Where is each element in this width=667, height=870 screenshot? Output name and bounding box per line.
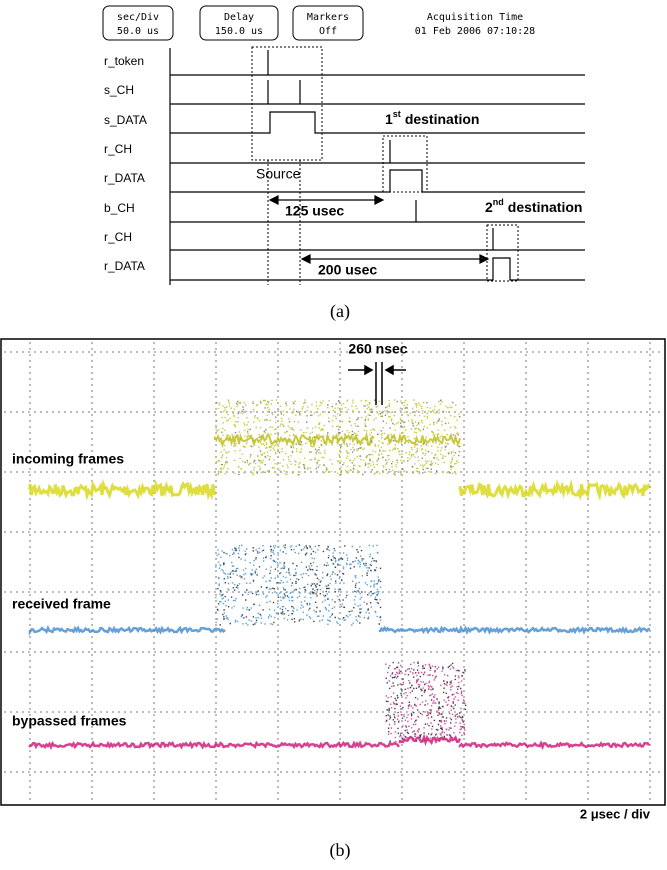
annotation-text: destination (508, 199, 583, 215)
pulse (170, 258, 585, 280)
caption: (b) (330, 840, 351, 861)
body: sec/Div 50.0 us Delay 150.0 us Markers O… (0, 0, 667, 865)
signal-label: r_CH (104, 142, 132, 156)
signal-label: s_DATA (104, 113, 147, 127)
caption: (a) (330, 301, 350, 322)
trace-label: bypassed frames (12, 713, 127, 729)
annotation: 200 usec (318, 262, 377, 278)
header-value: 150.0 us (215, 26, 263, 37)
annotation: Source (256, 166, 301, 182)
header-label: sec/Div (117, 12, 159, 23)
header-label: Markers (307, 12, 349, 23)
ordinal-suffix: nd (493, 197, 504, 207)
header-label: Delay (224, 12, 254, 23)
pulse (170, 170, 585, 192)
annotation: 2nd destination (485, 197, 582, 214)
pulse (170, 228, 585, 250)
trace-label: received frame (12, 596, 111, 612)
ordinal: 2 (485, 199, 493, 215)
header-value: Off (319, 26, 337, 37)
signal-label: r_token (104, 54, 144, 68)
waveforms (170, 47, 585, 285)
dotted-box (487, 225, 518, 281)
ordinal-suffix: st (393, 109, 401, 119)
pulse (170, 112, 585, 133)
annotation: 125 usec (285, 203, 344, 219)
pulse (170, 140, 585, 163)
ordinal: 1 (385, 111, 393, 127)
pulse (170, 80, 585, 104)
trace-label: incoming frames (12, 451, 124, 467)
scale-label: 2 μsec / div (580, 806, 651, 821)
annotation: 1st destination (385, 109, 479, 126)
header-value: 01 Feb 2006 07:10:28 (415, 26, 535, 37)
signal-label: r_CH (104, 230, 132, 244)
signal-label: s_CH (104, 83, 134, 97)
header-label: Acquisition Time (427, 12, 523, 23)
signal-label: b_CH (104, 201, 135, 215)
annotation-text: destination (405, 111, 480, 127)
signal-label: r_DATA (104, 259, 145, 273)
gap-label: 260 nsec (348, 341, 407, 357)
signal-label: r_DATA (104, 171, 145, 185)
signal-labels: r_token s_CH s_DATA r_CH r_DATA b_CH r_CH r_DAT… (104, 54, 147, 273)
figure: sec/Div 50.0 us Delay 150.0 us Markers O… (0, 0, 667, 865)
page: {"panel_a": { "header": {"time_div_label… (0, 0, 667, 865)
header-value: 50.0 us (117, 26, 159, 37)
